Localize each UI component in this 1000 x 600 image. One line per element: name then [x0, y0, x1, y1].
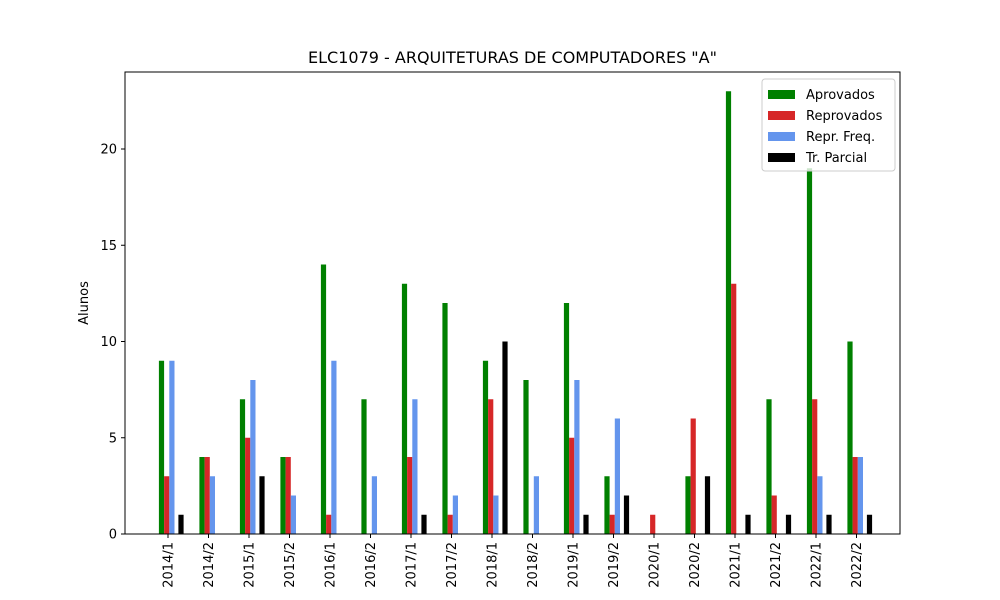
bar-repr-freq-2016-1: [331, 360, 337, 534]
legend-label: Tr. Parcial: [805, 151, 867, 166]
bar-reprovados-2019-1: [569, 437, 575, 534]
y-axis-title: Alunos: [77, 281, 92, 325]
bar-aprovados-2021-1: [725, 91, 732, 534]
legend-swatch: [768, 132, 795, 141]
bar-aprovados-2022-1: [806, 168, 813, 534]
bar-repr-freq-2018-2: [533, 476, 539, 534]
bar-aprovados-2017-2: [442, 303, 448, 534]
legend-label: Aprovados: [806, 88, 875, 103]
bar-tr-parcial-2015-1: [259, 476, 265, 534]
y-tick-label: 20: [100, 143, 117, 158]
bar-tr-parcial-2021-1: [745, 514, 751, 534]
bar-repr-freq-2022-1: [817, 476, 823, 534]
legend: Aprovados Reprovados Repr. Freq. Tr. Parcia…: [761, 78, 896, 172]
bar-tr-parcial-2021-2: [785, 514, 792, 534]
legend-box: [761, 78, 896, 172]
bar-tr-parcial-2019-1: [583, 514, 589, 534]
legend-label: Reprovados: [806, 109, 883, 124]
bar-reprovados-2015-1: [245, 437, 251, 534]
bar-reprovados-2020-2: [690, 418, 696, 534]
bar-aprovados-2021-2: [766, 399, 772, 534]
bar-aprovados-2022-2: [847, 341, 853, 534]
x-tick-label: 2016/1: [324, 542, 339, 588]
bar-aprovados-2019-1: [563, 303, 570, 534]
bar-repr-freq-2014-1: [169, 360, 175, 534]
y-tick-label: 0: [109, 528, 117, 543]
bar-repr-freq-2019-1: [574, 380, 580, 534]
x-tick-label: 2015/2: [283, 542, 298, 588]
x-tick-label: 2020/1: [648, 542, 663, 588]
bar-tr-parcial-2018-1: [502, 341, 508, 534]
bar-reprovados-2015-2: [285, 457, 291, 534]
x-tick-label: 2014/2: [202, 542, 217, 588]
bar-aprovados-2020-2: [685, 476, 691, 534]
x-tick-label: 2014/1: [162, 542, 177, 588]
chart-title: ELC1079 - ARQUITETURAS DE COMPUTADORES "…: [308, 48, 717, 67]
plot-frame: [124, 71, 901, 535]
bar-aprovados-2017-1: [401, 283, 408, 534]
bar-aprovados-2019-2: [604, 476, 610, 534]
bar-aprovados-2018-2: [523, 380, 529, 534]
bar-tr-parcial-2014-1: [178, 514, 184, 534]
bar-reprovados-2018-1: [488, 399, 494, 534]
bar-reprovados-2021-2: [771, 495, 777, 534]
bar-aprovados-2015-1: [239, 399, 246, 534]
bar-reprovados-2021-1: [731, 283, 737, 534]
bar-aprovados-2016-1: [320, 264, 327, 534]
bar-repr-freq-2022-2: [857, 457, 863, 534]
x-tick-label: 2018/2: [526, 542, 541, 588]
bar-repr-freq-2016-2: [371, 476, 377, 534]
bar-reprovados-2014-2: [204, 457, 210, 534]
x-tick-label: 2015/1: [243, 542, 258, 588]
bar-reprovados-2020-1: [650, 514, 656, 534]
bar-repr-freq-2018-1: [493, 495, 499, 534]
x-tick-label: 2017/2: [445, 542, 460, 588]
x-tick-label: 2016/2: [364, 542, 379, 588]
bar-reprovados-2017-1: [407, 457, 413, 534]
x-tick-label: 2022/1: [810, 542, 825, 588]
bar-tr-parcial-2020-2: [704, 476, 711, 534]
x-tick-label: 2020/2: [688, 542, 703, 588]
bar-tr-parcial-2017-1: [421, 514, 427, 534]
bar-reprovados-2019-2: [609, 514, 615, 534]
x-tick-label: 2019/2: [607, 542, 622, 588]
y-tick-label: 10: [100, 335, 117, 350]
bar-aprovados-2018-1: [482, 360, 489, 534]
y-tick-label: 15: [100, 239, 117, 254]
bar-reprovados-2022-1: [812, 399, 818, 534]
bar-repr-freq-2015-2: [290, 495, 296, 534]
bar-reprovados-2022-2: [852, 457, 858, 534]
bar-aprovados-2014-1: [158, 360, 165, 534]
x-tick-label: 2017/1: [405, 542, 420, 588]
x-tick-label: 2021/1: [729, 542, 744, 588]
bar-aprovados-2014-2: [199, 457, 205, 534]
axes-layer: 0 5 10 15 20 2014/1 2014/2 2015/1 2015/2 2016/1 20…: [100, 71, 901, 588]
legend-label: Repr. Freq.: [806, 130, 875, 145]
bar-repr-freq-2017-2: [452, 495, 458, 534]
bar-repr-freq-2017-1: [412, 399, 418, 534]
bar-tr-parcial-2022-1: [826, 514, 832, 534]
bars-layer: [158, 91, 873, 534]
y-tick-label: 5: [109, 431, 117, 446]
legend-swatch: [768, 111, 795, 120]
bar-repr-freq-2014-2: [209, 476, 215, 534]
legend-swatch: [768, 153, 795, 162]
x-tick-label: 2019/1: [567, 542, 582, 588]
x-tick-label: 2022/2: [850, 542, 865, 588]
bar-aprovados-2016-2: [361, 399, 367, 534]
bar-aprovados-2015-2: [280, 457, 286, 534]
bar-repr-freq-2015-1: [250, 380, 256, 534]
bar-reprovados-2017-2: [447, 514, 453, 534]
x-tick-label: 2021/2: [769, 542, 784, 588]
bar-tr-parcial-2019-2: [623, 495, 630, 534]
bar-tr-parcial-2022-2: [866, 514, 873, 534]
bar-reprovados-2016-1: [326, 514, 332, 534]
x-tick-label: 2018/1: [486, 542, 501, 588]
bar-repr-freq-2019-2: [614, 418, 620, 534]
bar-reprovados-2014-1: [164, 476, 170, 534]
legend-swatch: [768, 90, 795, 99]
